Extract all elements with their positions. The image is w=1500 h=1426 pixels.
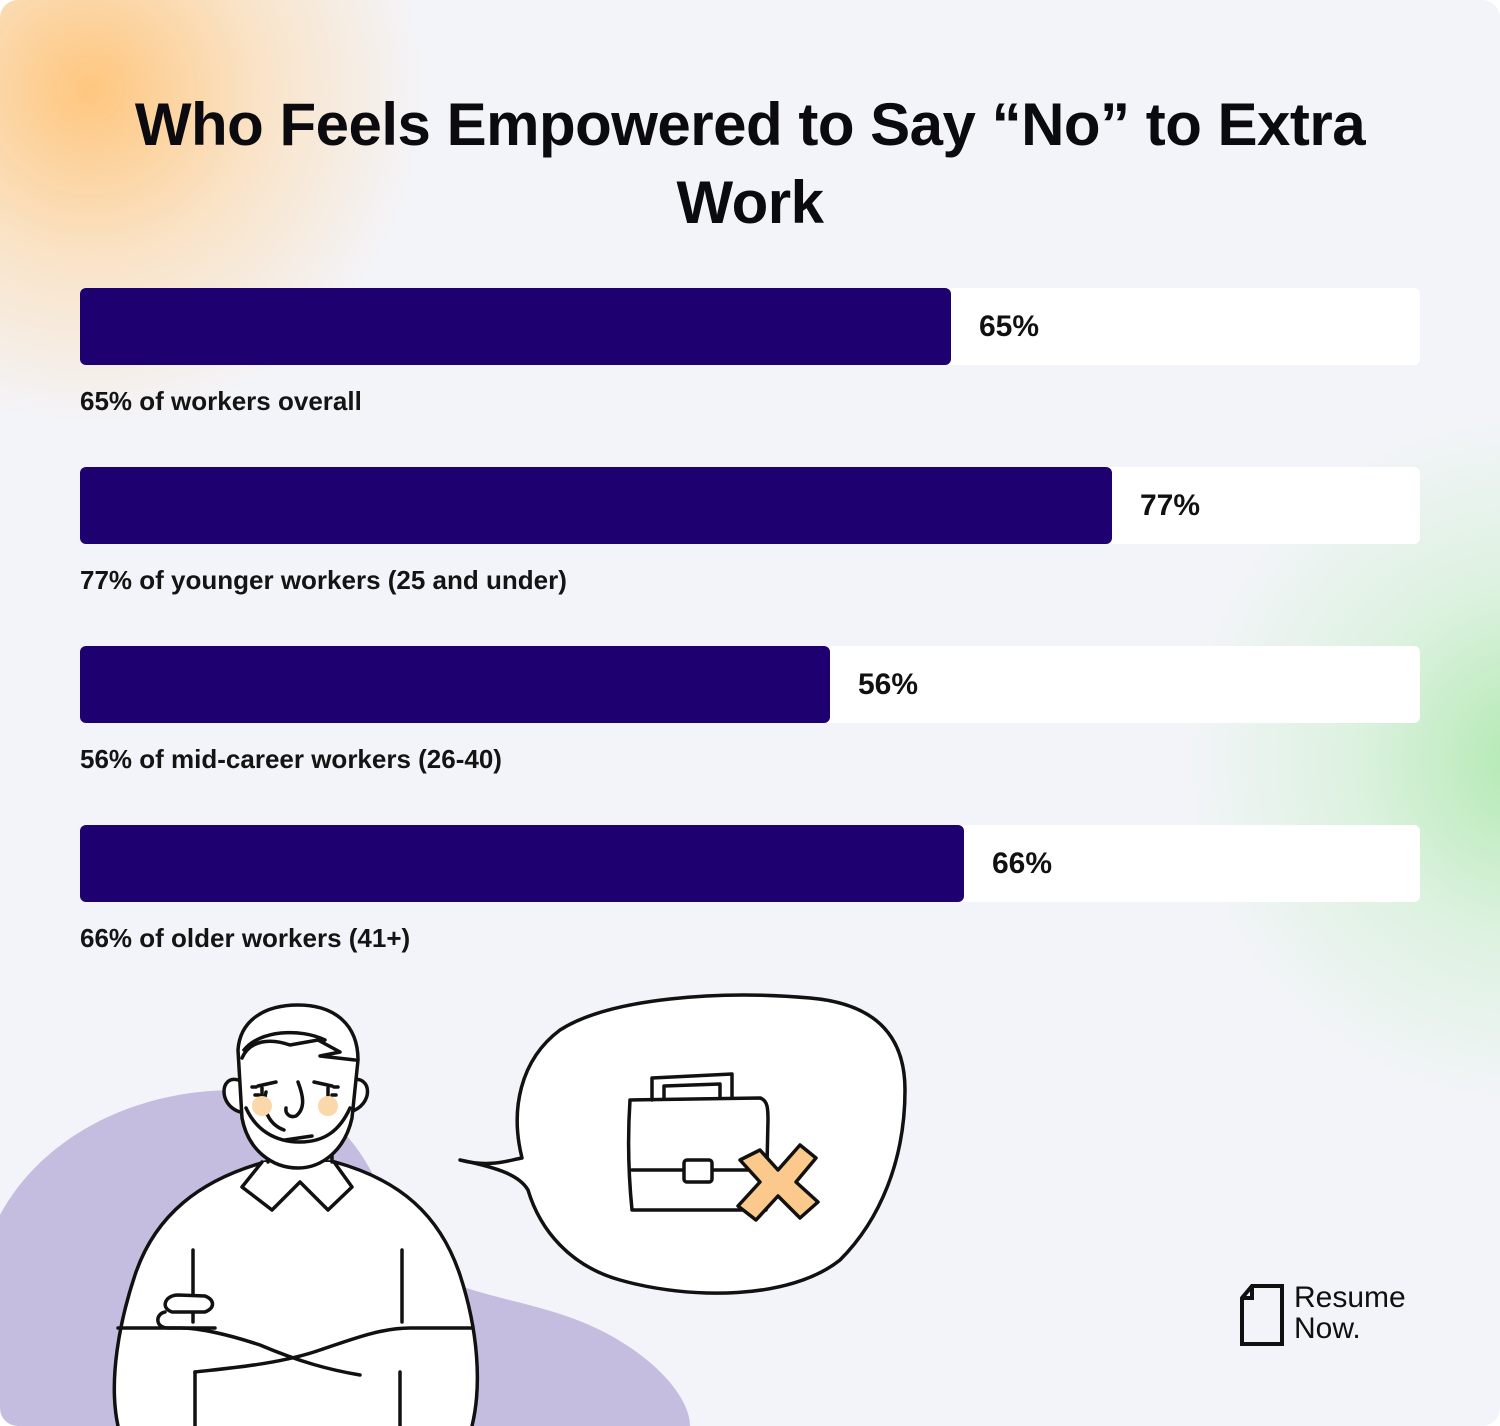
bar-row: 56% 56% of mid-career workers (26-40) (80, 646, 1420, 774)
bar-row: 65% 65% of workers overall (80, 288, 1420, 416)
bar-track (80, 288, 1420, 365)
bar-track (80, 825, 1420, 902)
logo-text: Resume Now. (1294, 1281, 1406, 1345)
bar-track (80, 646, 1420, 723)
bar-value-label: 77% (1140, 489, 1201, 522)
bar-value-label: 65% (979, 310, 1040, 343)
bar-category-label: 65% of workers overall (80, 386, 362, 416)
bar-chart: 65% 65% of workers overall 77% 77% of young… (80, 288, 1420, 968)
resume-now-logo: Resume Now. (1238, 1280, 1438, 1350)
bar-fill (80, 646, 830, 723)
bar-row: 66% 66% of older workers (41+) (80, 825, 1420, 953)
bar-value-label: 56% (858, 668, 919, 701)
bar-category-label: 77% of younger workers (25 and under) (80, 565, 567, 595)
orange-glow (0, 0, 440, 440)
document-icon (1240, 1284, 1284, 1346)
man-arms-crossed-icon (112, 993, 907, 1426)
bar-fill (80, 825, 964, 902)
bar-category-label: 66% of older workers (41+) (80, 923, 411, 953)
bar-fill (80, 467, 1112, 544)
bar-row: 77% 77% of younger workers (25 and under) (80, 467, 1420, 595)
bar-track (80, 467, 1420, 544)
bar-value-label: 66% (992, 847, 1053, 880)
page-title: Who Feels Empowered to Say “No” to Extra… (134, 91, 1366, 236)
bar-fill (80, 288, 951, 365)
bar-category-label: 56% of mid-career workers (26-40) (80, 744, 502, 774)
